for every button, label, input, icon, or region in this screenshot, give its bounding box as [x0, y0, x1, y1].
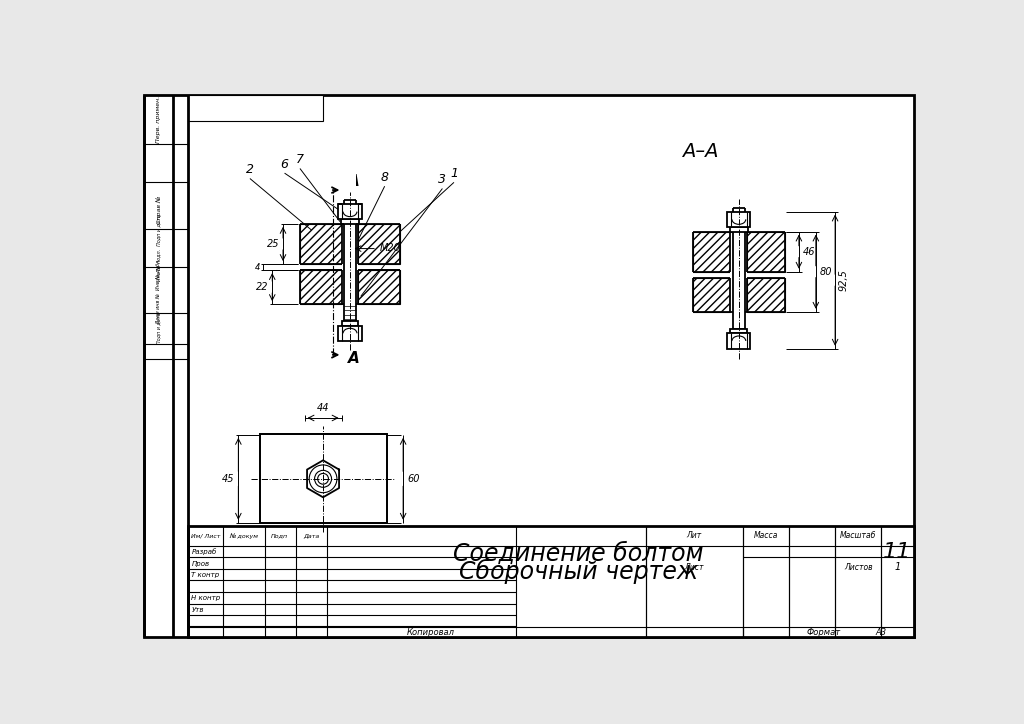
- Text: М20: М20: [379, 243, 400, 253]
- Text: 3: 3: [438, 173, 446, 186]
- Text: 4: 4: [255, 263, 260, 272]
- Text: 7: 7: [296, 153, 304, 167]
- Bar: [344, 170, 356, 321]
- Bar: [357, 224, 400, 264]
- Bar: [188, 526, 914, 636]
- Text: 6: 6: [281, 158, 289, 171]
- Text: 22: 22: [256, 282, 268, 292]
- Bar: [339, 326, 361, 341]
- Text: Т контр: Т контр: [191, 572, 219, 578]
- Text: Разраб: Разраб: [191, 549, 217, 555]
- Text: 44: 44: [316, 403, 330, 413]
- Text: А: А: [348, 350, 359, 366]
- Text: Листов: Листов: [844, 563, 872, 572]
- Text: Перв. примен.: Перв. примен.: [157, 96, 161, 143]
- Text: № докум: № докум: [229, 533, 258, 539]
- Text: 92,5: 92,5: [839, 269, 849, 291]
- Text: Н контр: Н контр: [191, 595, 220, 601]
- Text: Утв: Утв: [191, 607, 204, 613]
- Text: 1: 1: [894, 563, 900, 573]
- Bar: [727, 211, 751, 227]
- Bar: [300, 270, 342, 304]
- Bar: [730, 232, 748, 312]
- Text: 25: 25: [266, 239, 280, 249]
- Bar: [748, 278, 785, 312]
- Bar: [733, 185, 745, 329]
- Text: 1: 1: [450, 167, 458, 180]
- Text: 46: 46: [803, 247, 815, 257]
- Text: Им/ Лист: Им/ Лист: [190, 534, 220, 538]
- Text: А3: А3: [876, 628, 887, 636]
- Text: 2: 2: [246, 163, 254, 176]
- Text: А–А: А–А: [682, 142, 719, 161]
- Bar: [341, 219, 359, 224]
- Bar: [260, 434, 387, 523]
- Text: Лист: Лист: [684, 563, 703, 572]
- Text: 45: 45: [222, 473, 234, 484]
- Text: Формат: Формат: [807, 628, 841, 636]
- Bar: [357, 270, 400, 304]
- Text: А: А: [348, 174, 359, 188]
- Text: 60: 60: [407, 473, 420, 484]
- Bar: [342, 224, 357, 304]
- Text: 80: 80: [819, 266, 833, 277]
- Text: Подп и дата: Подп и дата: [157, 313, 161, 345]
- Bar: [692, 232, 730, 272]
- Text: Копировал: Копировал: [407, 628, 455, 636]
- Text: Масса: Масса: [754, 531, 778, 540]
- Bar: [730, 329, 748, 333]
- Text: Соединение болтом: Соединение болтом: [454, 542, 703, 565]
- Bar: [727, 333, 751, 349]
- Text: 11: 11: [884, 542, 911, 562]
- Bar: [692, 278, 730, 312]
- Bar: [342, 321, 358, 326]
- Text: Лит: Лит: [686, 531, 701, 540]
- Bar: [260, 434, 387, 523]
- Text: 8: 8: [381, 171, 389, 184]
- Bar: [300, 224, 342, 264]
- Bar: [748, 232, 785, 272]
- Bar: [730, 227, 749, 232]
- Text: Дата: Дата: [303, 534, 319, 538]
- Text: Сборочный чертеж: Сборочный чертеж: [459, 559, 698, 584]
- Bar: [339, 204, 361, 219]
- Text: Справ №: Справ №: [156, 195, 162, 224]
- Text: Подп: Подп: [270, 534, 288, 538]
- Text: Пров: Пров: [191, 560, 210, 566]
- Text: Инв № подл.  Подп и дата: Инв № подл. Подп и дата: [157, 214, 161, 281]
- Text: Масштаб: Масштаб: [840, 531, 877, 540]
- Bar: [188, 95, 323, 121]
- Text: Взам инв №  Инв № дубл.: Взам инв № Инв № дубл.: [157, 258, 161, 322]
